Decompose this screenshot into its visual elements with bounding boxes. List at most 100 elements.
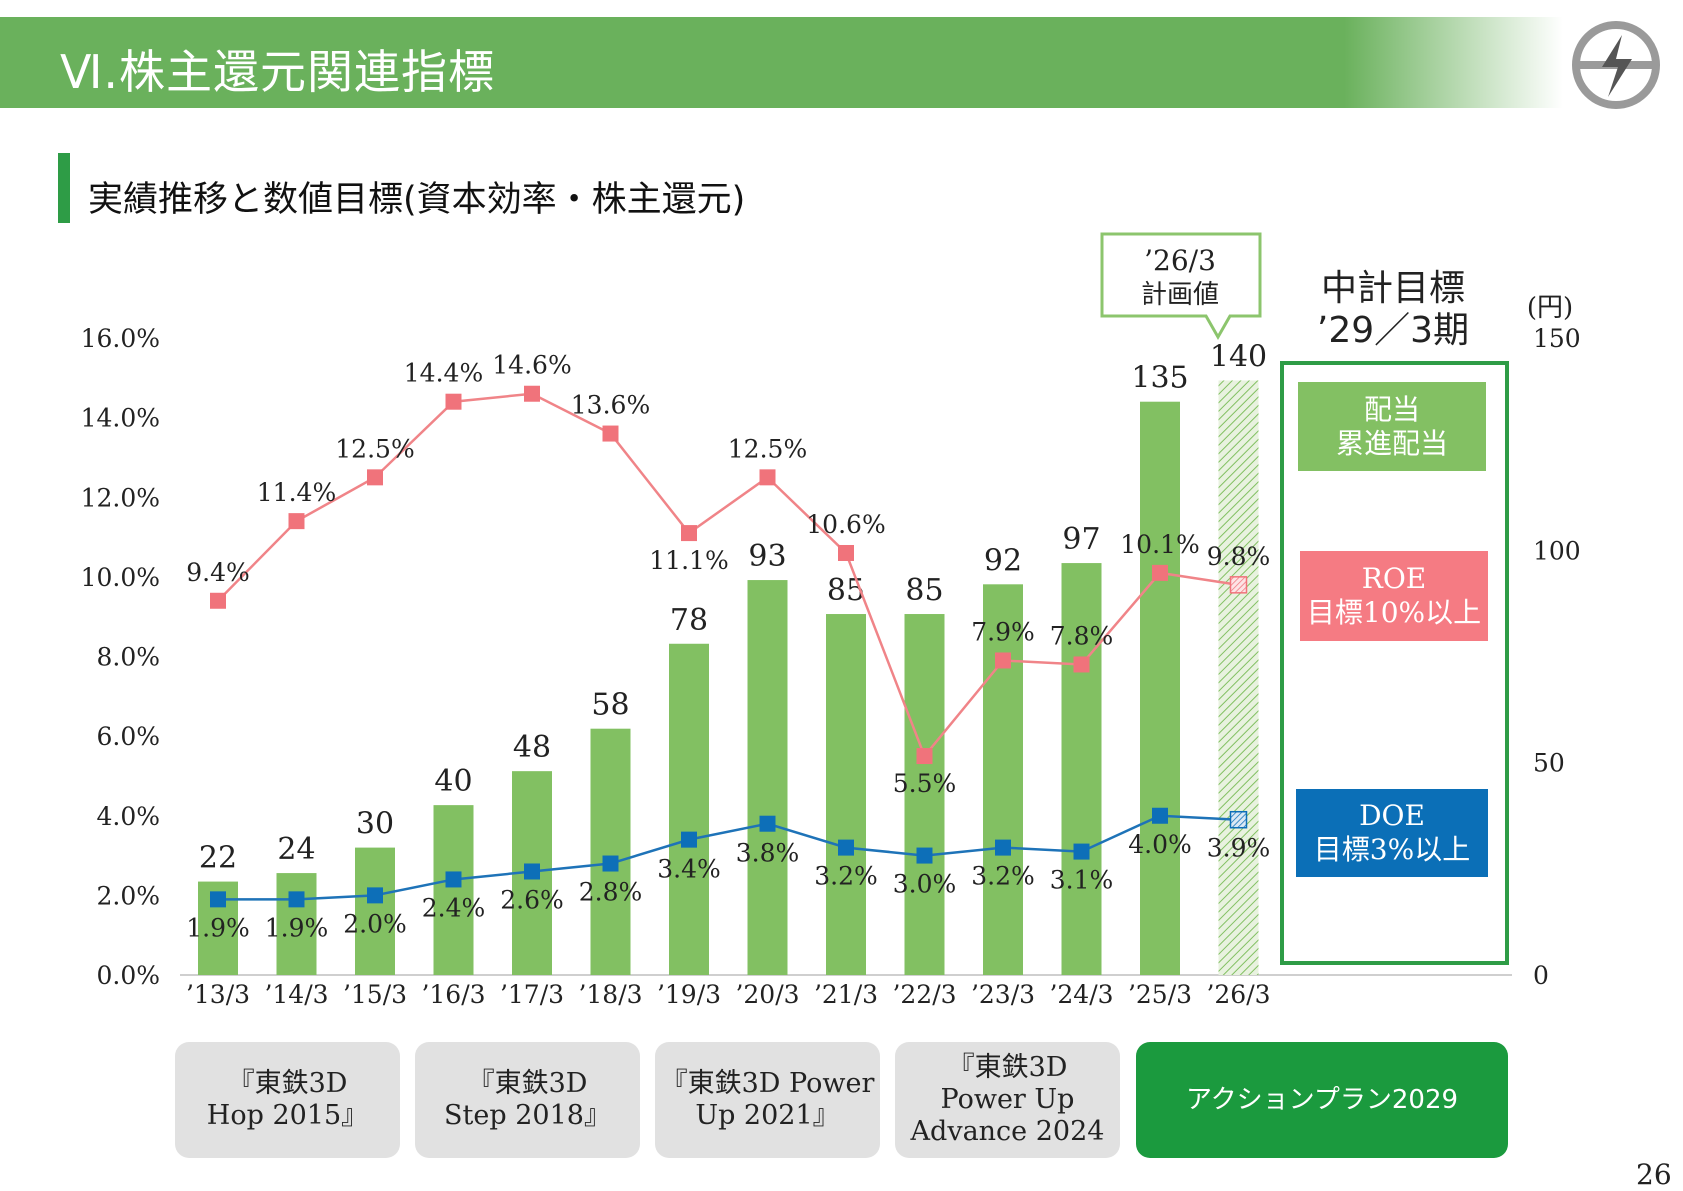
page-title: Ⅵ.株主還元関連指標 bbox=[60, 45, 496, 99]
doe-value-label: 1.9% bbox=[265, 913, 329, 942]
roe-marker bbox=[602, 425, 619, 442]
page-number: 26 bbox=[1636, 1158, 1672, 1191]
bar-value-label: 92 bbox=[984, 543, 1022, 578]
roe-marker bbox=[916, 748, 933, 765]
left-axis-tick: 0.0% bbox=[96, 961, 160, 990]
roe-value-label: 10.6% bbox=[806, 510, 885, 539]
doe-value-label: 2.4% bbox=[422, 893, 486, 922]
doe-value-label: 2.0% bbox=[343, 909, 407, 938]
left-axis-tick: 8.0% bbox=[96, 643, 160, 672]
roe-value-label: 14.4% bbox=[404, 359, 483, 388]
phase-step-2018: 『東鉄3D Step 2018』 bbox=[415, 1042, 640, 1158]
x-axis-label: ’14/3 bbox=[264, 980, 328, 1009]
left-axis-tick: 10.0% bbox=[81, 563, 160, 592]
roe-marker bbox=[995, 652, 1011, 669]
roe-series: 9.4% 11.4% 12.5% 14.4% 14.6%13.6% 11.1% 12.5% 1… bbox=[186, 351, 1270, 798]
x-axis-label: ’15/3 bbox=[343, 980, 407, 1009]
bar bbox=[433, 805, 474, 975]
bar bbox=[669, 643, 709, 975]
roe-marker bbox=[1073, 656, 1090, 673]
x-axis-label: ’21/3 bbox=[814, 980, 878, 1009]
roe-marker bbox=[524, 385, 540, 402]
roe-value-label: 7.9% bbox=[971, 617, 1035, 646]
targets-frame bbox=[1280, 361, 1509, 965]
bar-value-label: 85 bbox=[827, 573, 865, 608]
section-subtitle: 実績推移と数値目標(資本効率・株主還元) bbox=[88, 180, 746, 220]
roe-value-label: 9.4% bbox=[186, 558, 250, 587]
roe-marker bbox=[759, 469, 776, 486]
doe-value-label: 2.8% bbox=[579, 878, 643, 907]
roe-value-label: 11.1% bbox=[649, 546, 728, 575]
bar bbox=[747, 580, 788, 975]
doe-marker bbox=[445, 871, 462, 888]
bar-value-label: 22 bbox=[199, 841, 237, 876]
doe-marker-planned bbox=[1229, 810, 1248, 829]
x-axis-label: ’17/3 bbox=[500, 980, 564, 1009]
phase-action-plan-2029: アクションプラン2029 bbox=[1136, 1042, 1508, 1158]
left-axis-tick: 2.0% bbox=[96, 881, 160, 910]
roe-value-label: 10.1% bbox=[1120, 530, 1199, 559]
x-axis-label: ’26/3 bbox=[1206, 980, 1270, 1009]
right-axis-unit: (円) bbox=[1527, 293, 1573, 323]
roe-marker bbox=[367, 469, 383, 486]
roe-value-label: 14.6% bbox=[492, 351, 571, 380]
bar bbox=[1140, 401, 1180, 975]
bar-value-label: 135 bbox=[1131, 361, 1188, 396]
roe-marker bbox=[445, 393, 462, 410]
left-axis-tick: 6.0% bbox=[96, 722, 160, 751]
right-axis: (円) 0 50 100 150 bbox=[1527, 293, 1581, 990]
roe-value-label: 5.5% bbox=[893, 769, 957, 798]
bar bbox=[983, 584, 1023, 975]
x-axis-label: ’16/3 bbox=[421, 980, 485, 1009]
x-axis-labels: ’13/3 ’14/3 ’15/3 ’16/3 ’17/3 ’18/3 ’19/3 ’20/3… bbox=[186, 980, 1271, 1009]
bar-value-label: 78 bbox=[670, 603, 708, 638]
roe-value-label: 13.6% bbox=[571, 391, 650, 420]
roe-marker-planned bbox=[1229, 576, 1248, 594]
doe-value-label: 4.0% bbox=[1128, 830, 1192, 859]
targets-period: ’29／3期 bbox=[1317, 310, 1469, 351]
x-axis-label: ’18/3 bbox=[578, 980, 642, 1009]
phase-hop-2015: 『東鉄3D Hop 2015』 bbox=[175, 1042, 400, 1158]
targets-title: 中計目標 bbox=[1321, 268, 1465, 309]
doe-series: 1.9% 1.9% 2.0% 2.4% 2.6% 2.8% 3.4% 3.8% 3.2% 3.0%… bbox=[186, 807, 1270, 942]
doe-marker bbox=[602, 855, 619, 872]
roe-line bbox=[217, 392, 1239, 759]
plan-callout-label: 計画値 bbox=[1141, 280, 1219, 310]
roe-marker bbox=[838, 544, 854, 561]
phase-power-up-advance-2024: 『東鉄3D Power Up Advance 2024 bbox=[895, 1042, 1120, 1158]
left-axis-tick: 4.0% bbox=[96, 802, 160, 831]
right-axis-tick: 50 bbox=[1533, 749, 1565, 778]
doe-line bbox=[218, 814, 1239, 901]
bar-value-label: 97 bbox=[1062, 522, 1100, 557]
doe-value-label: 3.0% bbox=[893, 870, 957, 899]
right-axis-tick: 100 bbox=[1533, 536, 1581, 565]
x-axis-label: ’20/3 bbox=[735, 980, 799, 1009]
left-axis-tick: 16.0% bbox=[81, 324, 160, 353]
bar bbox=[590, 728, 631, 975]
bar bbox=[904, 614, 945, 975]
bar-value-label: 40 bbox=[434, 764, 472, 799]
bar-series: 22 24 30 40 48 58 78 93 85 85 92 97 135 140 bbox=[198, 339, 1267, 975]
bar bbox=[355, 847, 395, 975]
phase-power-up-2021: 『東鉄3D Power Up 2021』 bbox=[655, 1042, 880, 1158]
x-axis-label: ’24/3 bbox=[1049, 980, 1113, 1009]
doe-marker bbox=[681, 831, 697, 848]
roe-value-label: 9.8% bbox=[1207, 542, 1271, 571]
doe-marker bbox=[759, 815, 776, 832]
company-logo-icon bbox=[1572, 21, 1660, 109]
doe-marker bbox=[1073, 843, 1090, 860]
doe-marker bbox=[838, 839, 854, 856]
doe-marker bbox=[367, 887, 383, 904]
plan-callout-year: ’26/3 bbox=[1144, 244, 1216, 277]
roe-value-label: 11.4% bbox=[257, 478, 336, 507]
x-axis-label: ’22/3 bbox=[892, 980, 956, 1009]
doe-value-label: 3.1% bbox=[1050, 866, 1114, 895]
bar bbox=[1061, 563, 1102, 975]
bar-value-label: 30 bbox=[356, 807, 394, 842]
doe-marker bbox=[916, 847, 933, 864]
roe-value-label: 12.5% bbox=[335, 434, 414, 463]
bar-value-label: 58 bbox=[591, 688, 629, 723]
bar-value-label: 140 bbox=[1210, 339, 1267, 374]
roe-value-label: 7.8% bbox=[1050, 621, 1114, 650]
